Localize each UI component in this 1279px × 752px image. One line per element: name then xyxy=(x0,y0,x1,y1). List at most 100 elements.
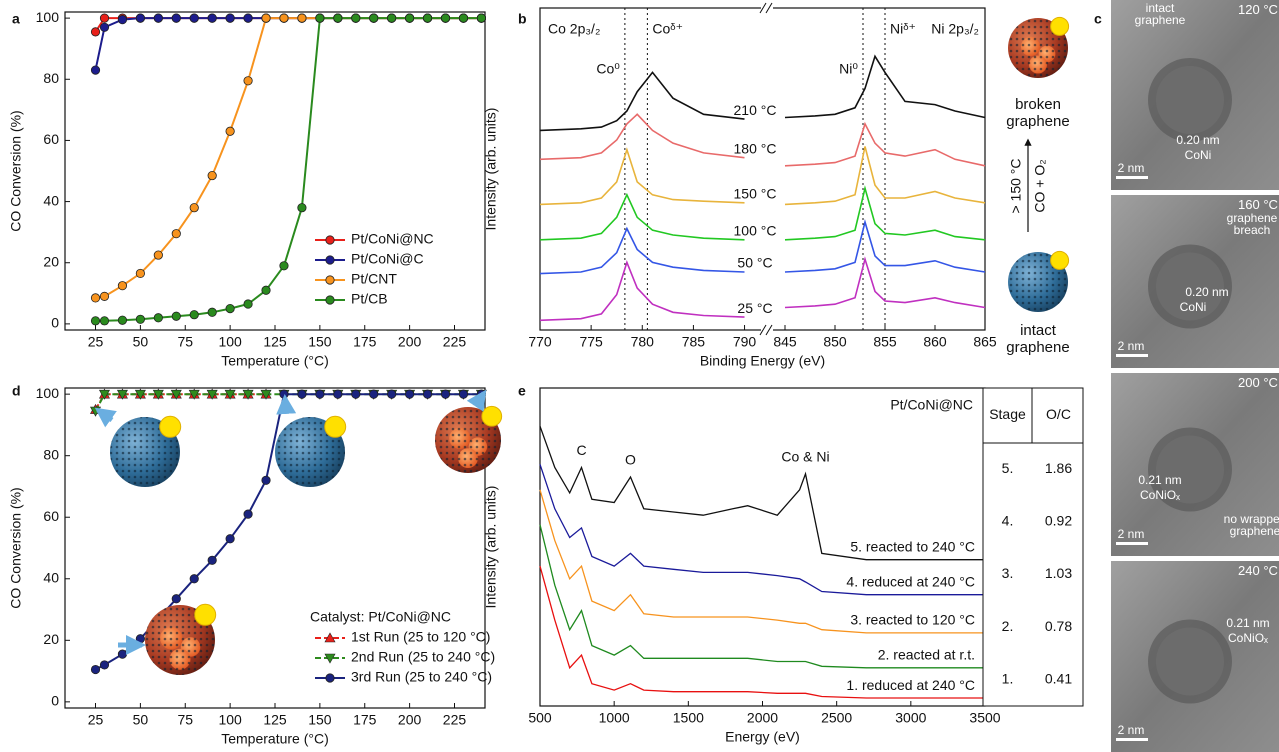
axis-break-mark xyxy=(765,2,773,14)
peak-label: Niᵟ⁺ xyxy=(890,21,916,37)
temperature-label: 240 °C xyxy=(1238,563,1278,578)
data-point xyxy=(279,389,289,399)
particle-image xyxy=(1156,252,1224,321)
y-tick-label: 80 xyxy=(43,446,59,462)
scheme-arrow xyxy=(94,407,117,428)
temperature-label: 120 °C xyxy=(1238,2,1278,17)
data-point xyxy=(153,250,163,260)
legend-label: 1st Run (25 to 120 °C) xyxy=(351,629,490,645)
data-point xyxy=(171,594,181,604)
series-label: 150 °C xyxy=(734,186,777,202)
series-label: 25 °C xyxy=(737,300,772,316)
legend-label: Pt/CNT xyxy=(351,271,397,287)
data-point xyxy=(243,13,253,23)
y-tick-label: 20 xyxy=(43,631,59,647)
image-label: 0.20 nm xyxy=(1176,133,1220,147)
data-point xyxy=(243,509,253,519)
series-label: 180 °C xyxy=(734,140,777,156)
x-tick-label: 845 xyxy=(773,334,797,350)
x-tick-label: 225 xyxy=(443,712,467,728)
axis-break-mark xyxy=(759,2,767,14)
x-tick-label: 1500 xyxy=(673,710,704,726)
x-tick-label: 2500 xyxy=(821,710,852,726)
panel-letter: a xyxy=(12,11,20,27)
spectrum-fit xyxy=(784,219,986,273)
data-point xyxy=(405,13,415,23)
data-point xyxy=(260,389,272,400)
axis-break xyxy=(761,5,773,11)
note: Pt/CoNi@NC xyxy=(890,397,973,413)
data-point xyxy=(189,13,199,23)
peak-label: C xyxy=(576,442,586,458)
scale-bar xyxy=(1116,176,1148,179)
series-label: 3. reacted to 120 °C xyxy=(850,612,975,628)
data-point xyxy=(207,170,217,181)
x-tick-label: 865 xyxy=(973,334,997,350)
series-label: 5. reacted to 240 °C xyxy=(850,538,975,554)
data-point xyxy=(99,22,110,32)
table-cell: 0.78 xyxy=(1045,618,1072,634)
spectrum-fit xyxy=(539,192,745,241)
scale-label: 2 nm xyxy=(1117,527,1145,541)
pt-particle xyxy=(159,415,182,438)
data-point xyxy=(333,389,343,399)
data-point xyxy=(99,13,110,23)
x-tick-label: 225 xyxy=(443,334,467,350)
series-label: 100 °C xyxy=(734,223,777,239)
legend-label: Pt/CB xyxy=(351,291,388,307)
data-point xyxy=(422,13,433,23)
data-point xyxy=(405,389,415,399)
y-tick-label: 60 xyxy=(43,508,59,524)
table-cell: 1.03 xyxy=(1045,565,1072,581)
legend-marker xyxy=(325,275,335,285)
data-point xyxy=(135,13,145,23)
image-label: graphene breach xyxy=(1226,211,1278,237)
scheme-label: broken graphene xyxy=(1006,96,1070,130)
x-tick-label: 75 xyxy=(177,334,193,350)
data-point xyxy=(225,534,235,544)
spectrum-fit xyxy=(784,256,986,309)
x-axis-title: Binding Energy (eV) xyxy=(700,353,825,369)
x-tick-label: 855 xyxy=(873,334,897,350)
data-point xyxy=(458,13,469,23)
data-point xyxy=(207,13,217,23)
series-label: 210 °C xyxy=(734,102,777,118)
data-point xyxy=(135,314,145,324)
x-axis-title: Temperature (°C) xyxy=(221,731,329,747)
legend-marker xyxy=(324,632,336,643)
peak-label: Ni⁰ xyxy=(839,61,858,77)
data-point xyxy=(116,389,128,400)
x-tick-label: 25 xyxy=(88,712,104,728)
data-point xyxy=(189,574,199,584)
image-label: no wrapped graphene xyxy=(1223,512,1279,538)
data-point xyxy=(297,389,307,399)
data-point xyxy=(171,229,181,239)
data-point xyxy=(351,13,361,23)
y-tick-label: 0 xyxy=(51,693,59,709)
data-point xyxy=(99,316,110,326)
data-point xyxy=(189,203,199,213)
table-cell: 0.41 xyxy=(1045,670,1072,686)
y-axis-title: Intensity (arb. units) xyxy=(483,108,499,231)
spectrum-fit xyxy=(784,146,986,206)
particle-image xyxy=(1156,66,1224,134)
pt-particle xyxy=(194,603,217,626)
data-point xyxy=(117,281,128,291)
axis-break xyxy=(761,327,773,333)
y-axis-title: CO Conversion (%) xyxy=(8,110,24,231)
x-tick-label: 200 xyxy=(398,334,422,350)
data-point xyxy=(279,261,289,271)
y-tick-label: 0 xyxy=(51,315,59,331)
y-tick-label: 100 xyxy=(36,385,60,401)
data-point xyxy=(90,316,101,326)
data-point xyxy=(440,389,451,399)
region-label: Ni 2p₃/₂ xyxy=(931,21,979,37)
data-point xyxy=(134,389,146,400)
y-tick-label: 100 xyxy=(36,9,60,25)
series-line xyxy=(95,17,482,322)
table-cell: 4. xyxy=(1002,513,1014,529)
scheme-arrow xyxy=(276,394,297,415)
series-label: 2. reacted at r.t. xyxy=(878,647,975,663)
